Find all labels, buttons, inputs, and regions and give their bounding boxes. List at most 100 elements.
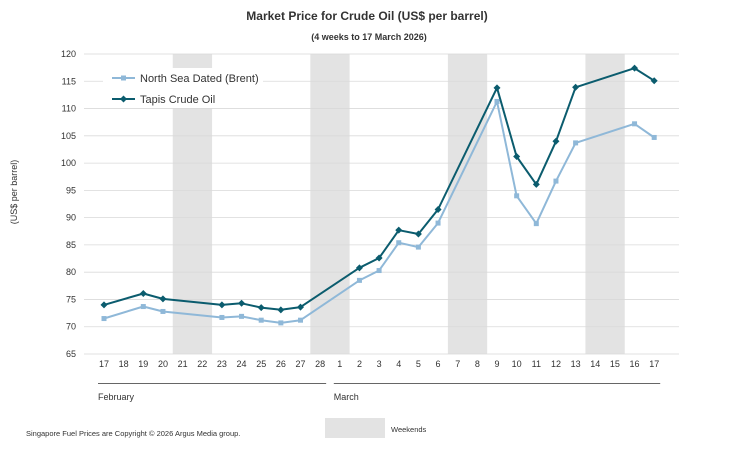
data-point-tapis [395, 226, 403, 234]
legend-marker-brent [121, 75, 126, 81]
x-tick-label: 3 [377, 359, 382, 369]
x-tick-label: 10 [512, 359, 522, 369]
x-tick-label: 1 [337, 359, 342, 369]
y-tick-label: 120 [61, 49, 76, 59]
y-tick-label: 65 [66, 349, 76, 359]
data-point-tapis [355, 264, 363, 272]
y-tick-label: 100 [61, 158, 76, 168]
y-tick-label: 75 [66, 294, 76, 304]
x-tick-label: 20 [158, 359, 168, 369]
weekend-legend-swatch [325, 418, 385, 438]
data-point-brent [632, 121, 638, 127]
y-axis-ticks: 65 70 75 80 85 90 95 100 105 110 115 120 [61, 49, 76, 359]
x-tick-label: 22 [197, 359, 207, 369]
data-point-tapis [513, 153, 521, 161]
x-tick-label: 6 [436, 359, 441, 369]
x-tick-label: 23 [217, 359, 227, 369]
y-tick-label: 70 [66, 322, 76, 332]
series-line-0 [103, 100, 655, 324]
x-tick-label: 18 [119, 359, 129, 369]
x-tick-label: 7 [455, 359, 460, 369]
data-point-tapis [414, 230, 422, 238]
x-tick-label: 17 [649, 359, 659, 369]
chart-title: Market Price for Crude Oil (US$ per barr… [246, 9, 487, 23]
legend: North Sea Dated (Brent) Tapis Crude Oil [103, 68, 263, 108]
copyright-footer: Singapore Fuel Prices are Copyright © 20… [26, 429, 240, 438]
weekend-band [310, 54, 350, 354]
data-point-brent [219, 314, 225, 320]
data-point-brent [415, 244, 421, 250]
x-tick-label: 12 [551, 359, 561, 369]
x-tick-label: 11 [532, 359, 541, 369]
data-point-tapis [650, 77, 658, 85]
legend-label-brent: North Sea Dated (Brent) [140, 73, 259, 85]
month-label: March [334, 392, 359, 402]
x-tick-label: 13 [571, 359, 581, 369]
legend-marker-tapis [120, 95, 127, 103]
x-tick-label: 16 [630, 359, 640, 369]
x-tick-label: 26 [276, 359, 286, 369]
data-point-tapis [375, 254, 383, 262]
data-point-tapis [434, 205, 442, 213]
data-point-brent [258, 317, 264, 323]
data-point-brent [494, 98, 500, 104]
data-point-brent [533, 221, 539, 227]
data-point-brent [278, 320, 284, 326]
weekend-band [447, 54, 488, 354]
weekend-legend-label: Weekends [391, 425, 427, 434]
chart-subtitle: (4 weeks to 17 March 2026) [311, 32, 427, 42]
y-tick-label: 95 [66, 185, 76, 195]
data-point-tapis [552, 137, 560, 145]
x-tick-label: 4 [396, 359, 401, 369]
x-tick-label: 25 [256, 359, 266, 369]
x-tick-label: 19 [138, 359, 148, 369]
x-axis-ticks: 17 18 19 20 21 22 23 24 25 26 27 28 1 2 3 4 5 6 7 8 9 10 11 12 1… [99, 359, 659, 369]
x-tick-label: 21 [178, 359, 188, 369]
series-line-1 [103, 67, 655, 311]
month-axis: February March [98, 383, 661, 402]
data-point-tapis [532, 180, 540, 188]
x-tick-label: 27 [295, 359, 305, 369]
x-tick-label: 14 [590, 359, 600, 369]
grid-lines [84, 53, 679, 355]
x-tick-label: 5 [416, 359, 421, 369]
data-point-tapis [159, 295, 167, 303]
data-point-brent [376, 268, 382, 274]
series-lines [103, 67, 655, 324]
data-point-brent [573, 140, 579, 146]
series-markers [100, 64, 658, 326]
data-point-brent [140, 304, 146, 310]
y-tick-label: 80 [66, 267, 76, 277]
month-label: February [98, 392, 135, 402]
data-point-brent [553, 178, 559, 184]
weekend-band [585, 54, 625, 354]
data-point-tapis [493, 84, 501, 92]
x-tick-label: 2 [357, 359, 362, 369]
x-tick-label: 8 [475, 359, 480, 369]
data-point-tapis [100, 301, 108, 309]
data-point-tapis [277, 306, 285, 314]
y-tick-label: 110 [62, 104, 76, 114]
x-tick-label: 9 [494, 359, 499, 369]
data-point-tapis [572, 83, 580, 91]
data-point-brent [160, 308, 166, 314]
data-point-tapis [218, 301, 226, 309]
data-point-tapis [139, 289, 147, 297]
x-tick-label: 15 [610, 359, 620, 369]
data-point-brent [239, 313, 245, 319]
y-tick-label: 90 [66, 213, 76, 223]
data-point-brent [298, 317, 303, 323]
data-point-tapis [297, 303, 304, 311]
data-point-brent [101, 316, 107, 322]
x-tick-label: 24 [237, 359, 247, 369]
legend-background [103, 68, 263, 108]
data-point-tapis [238, 299, 246, 307]
data-point-tapis [257, 304, 265, 312]
y-tick-label: 105 [61, 131, 76, 141]
data-point-brent [435, 220, 441, 226]
y-axis-label: (US$ per barrel) [9, 160, 19, 225]
data-point-brent [514, 193, 520, 199]
x-tick-label: 17 [99, 359, 109, 369]
data-point-brent [396, 240, 402, 246]
